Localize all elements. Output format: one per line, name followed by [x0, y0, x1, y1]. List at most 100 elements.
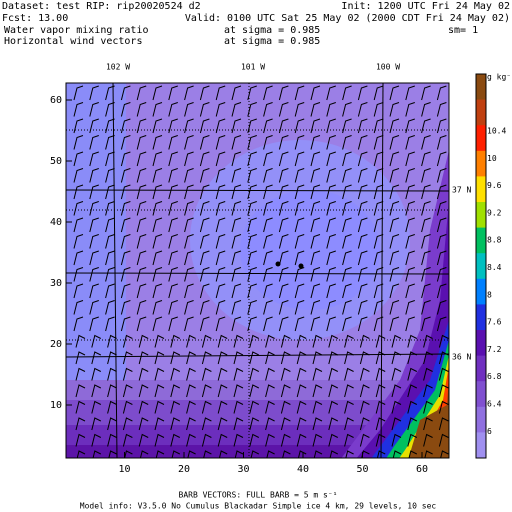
wind-barb — [391, 351, 402, 365]
wind-barb — [231, 85, 242, 101]
wind-barb — [310, 184, 321, 200]
wind-barb — [296, 417, 307, 431]
wind-barb — [89, 102, 99, 117]
wind-barb — [312, 367, 323, 381]
wind-barb — [296, 367, 307, 381]
wind-barb — [89, 234, 99, 249]
wind-barb — [359, 417, 370, 431]
wind-barb — [105, 250, 115, 266]
wind-barb — [361, 450, 370, 458]
wind-barb — [310, 283, 321, 299]
wind-barb — [263, 217, 273, 233]
wind-barb — [91, 351, 102, 365]
wind-barb — [75, 417, 86, 431]
wind-barb — [373, 234, 384, 249]
wind-barb — [436, 217, 447, 233]
wind-barb — [136, 234, 147, 249]
wind-barb — [186, 400, 196, 414]
wind-barb — [263, 102, 273, 117]
wind-barb — [184, 283, 194, 299]
wind-barb — [312, 351, 323, 365]
wind-barb — [392, 450, 402, 458]
colorbar-swatch — [476, 304, 486, 331]
wind-barb — [344, 334, 354, 348]
wind-barb — [407, 334, 418, 348]
wind-barb — [201, 433, 212, 447]
wind-barb — [389, 184, 400, 200]
wind-barb — [294, 135, 305, 150]
wind-barb — [73, 135, 84, 150]
wind-barb — [247, 250, 257, 266]
y-tick-label: 30 — [50, 278, 62, 289]
wind-barb — [247, 267, 257, 282]
wind-barb — [263, 250, 273, 266]
wind-barb — [217, 367, 228, 381]
wind-barb — [357, 118, 368, 134]
colorbar-swatch — [476, 381, 486, 408]
wind-barb — [124, 450, 133, 458]
wind-barb — [231, 234, 242, 249]
wind-barb — [231, 168, 242, 183]
wind-barb — [152, 267, 163, 282]
wind-barb — [120, 184, 131, 200]
wind-barb — [199, 250, 210, 266]
colorbar-swatch — [476, 74, 486, 101]
wind-barb — [233, 433, 244, 447]
wind-barb — [278, 300, 289, 315]
wind-barb — [297, 450, 307, 458]
wind-barb — [122, 384, 133, 398]
wind-barb — [91, 384, 102, 398]
wind-barb — [154, 367, 165, 381]
wind-barb — [247, 283, 257, 299]
header-valid: Valid: 0100 UTC Sat 25 May 02 (2000 CDT … — [185, 13, 510, 24]
wind-barb — [122, 400, 133, 414]
wind-barb — [154, 417, 165, 431]
latitude-label: 36 N — [452, 353, 471, 362]
wind-barb — [407, 351, 418, 365]
wind-barb — [373, 168, 384, 183]
wind-barb — [136, 217, 147, 233]
wind-barb — [310, 102, 321, 117]
wind-barb — [357, 135, 368, 150]
wind-barb — [73, 316, 84, 332]
wind-barb — [263, 118, 273, 134]
wind-barb — [120, 118, 131, 134]
wind-barb — [326, 135, 336, 150]
wind-barb — [375, 334, 386, 348]
wind-barb — [184, 135, 194, 150]
wind-barb — [187, 450, 196, 458]
wind-barb — [421, 102, 431, 117]
wind-barb — [310, 85, 321, 101]
wind-barb — [313, 450, 323, 458]
wind-barb — [120, 217, 131, 233]
wind-barb — [326, 300, 336, 315]
wind-barb — [120, 168, 131, 183]
wind-barb — [75, 367, 86, 381]
colorbar-swatch — [476, 253, 486, 280]
colorbar-swatch — [476, 125, 486, 152]
wind-barb — [328, 417, 339, 431]
wind-barb — [89, 135, 99, 150]
wind-barb — [152, 168, 163, 183]
wind-barb — [73, 118, 84, 134]
wind-barb — [203, 450, 212, 458]
wind-barb — [231, 201, 242, 216]
wind-barb — [278, 316, 289, 332]
wind-barb — [170, 384, 181, 398]
wind-barb — [326, 267, 336, 282]
wind-barb — [342, 135, 352, 150]
wind-barb — [357, 102, 368, 117]
wind-barb — [168, 168, 178, 183]
wind-barb — [421, 234, 431, 249]
wind-barb — [265, 400, 275, 414]
y-tick-label: 50 — [50, 156, 62, 167]
wind-barb — [294, 151, 305, 167]
wind-barb — [342, 234, 352, 249]
wind-barb — [199, 217, 210, 233]
wind-barb — [436, 250, 447, 266]
wind-barb — [122, 367, 133, 381]
wind-barb — [201, 384, 212, 398]
wind-barb — [405, 250, 415, 266]
longitude-label: 101 W — [241, 63, 265, 72]
wind-barb — [373, 151, 384, 167]
